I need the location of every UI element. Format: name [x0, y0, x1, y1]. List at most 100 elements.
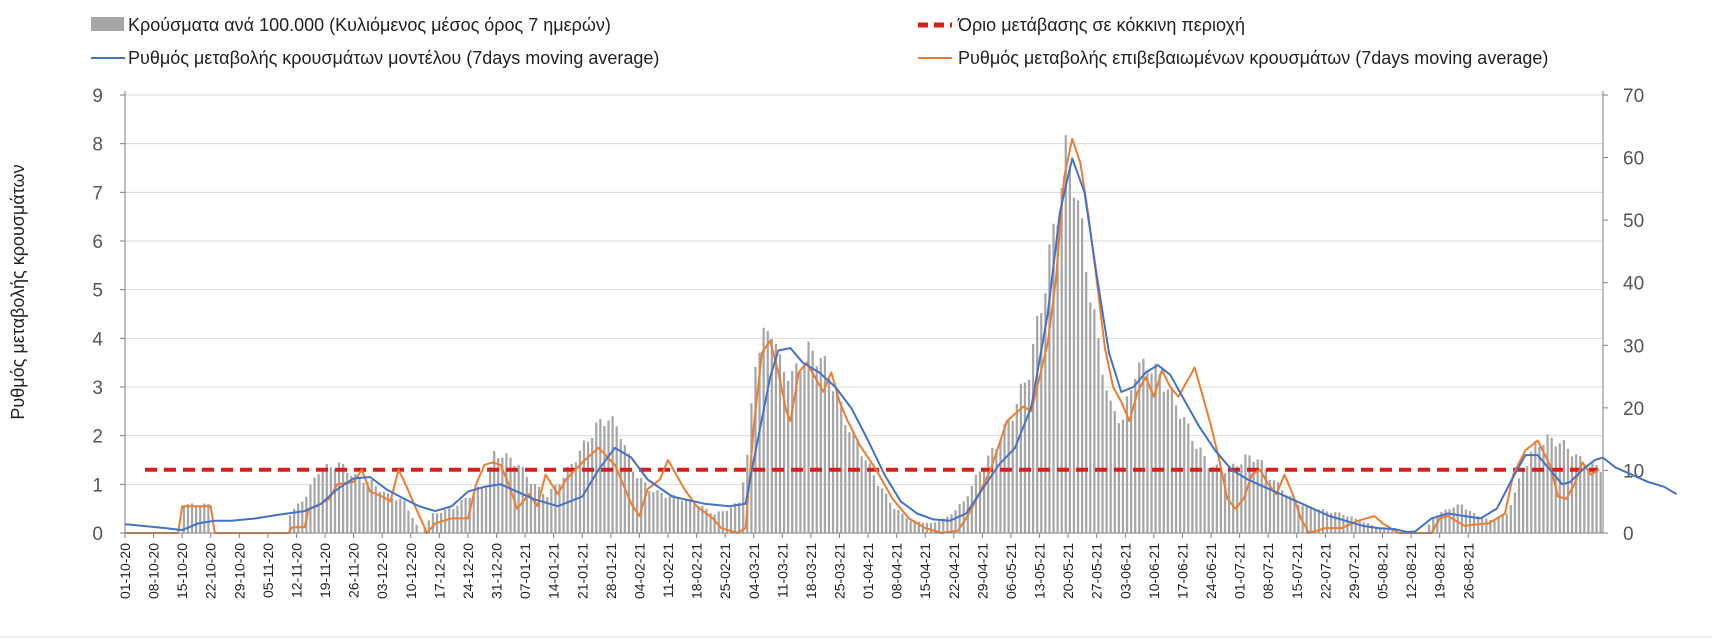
bar [1268, 480, 1272, 533]
bar [1293, 500, 1296, 533]
bar [550, 488, 553, 533]
x-tick-label: 25-03-21 [832, 543, 848, 599]
bar [1325, 511, 1329, 533]
left-tick-label: 5 [92, 281, 103, 302]
bar [1338, 512, 1341, 533]
bar [288, 515, 292, 533]
bar [880, 488, 884, 533]
bar [1015, 404, 1018, 533]
bar [1575, 454, 1578, 533]
right-tick-label: 30 [1623, 336, 1644, 357]
bar [460, 499, 463, 533]
bar [1211, 467, 1214, 533]
bar [766, 331, 769, 533]
bar [1080, 218, 1084, 534]
x-tick-label: 22-10-20 [203, 543, 219, 599]
bar [1464, 509, 1468, 533]
bar [570, 463, 573, 533]
bar [1093, 309, 1096, 533]
bar [488, 467, 492, 533]
bar [648, 491, 651, 533]
x-tick-label: 17-06-21 [1175, 543, 1191, 599]
bar [1272, 480, 1276, 533]
bar [1240, 464, 1243, 533]
bar [1313, 510, 1316, 533]
x-tick-label: 13-05-21 [1032, 543, 1048, 599]
bar [452, 509, 455, 533]
bar [1219, 470, 1223, 533]
bar [1044, 293, 1047, 533]
bar [664, 497, 667, 533]
bar [1501, 514, 1504, 533]
x-tick-label: 03-06-21 [1117, 543, 1133, 599]
x-tick-label: 24-06-21 [1203, 543, 1219, 599]
bar [333, 469, 337, 533]
bar [386, 493, 390, 533]
model-rate-line [124, 157, 1678, 533]
bar [1027, 379, 1031, 533]
bar [652, 492, 655, 533]
bar [533, 484, 537, 533]
bar [1366, 523, 1370, 533]
bar [1521, 471, 1525, 533]
bar [1505, 513, 1508, 533]
bar [836, 391, 839, 533]
x-tick-label: 12-08-21 [1403, 543, 1419, 599]
bar [1579, 456, 1582, 533]
x-tick-label: 01-10-20 [117, 543, 133, 599]
bar [1134, 378, 1137, 533]
bar [1485, 518, 1488, 533]
right-tick-label: 40 [1623, 274, 1644, 295]
bar [1428, 524, 1431, 533]
left-tick-label: 9 [92, 86, 103, 107]
left-tick-label: 2 [92, 427, 103, 448]
bar [831, 391, 835, 533]
bar [517, 464, 520, 533]
bar [995, 449, 998, 533]
bar [1354, 518, 1357, 533]
bar [770, 338, 773, 533]
bar [427, 520, 430, 533]
bar [1558, 443, 1561, 533]
bar [799, 371, 802, 533]
bar [546, 497, 549, 533]
bar [1281, 490, 1284, 533]
bar [1207, 468, 1210, 533]
bar [946, 516, 949, 533]
bar [1472, 513, 1476, 533]
bar [758, 352, 761, 533]
bar [1178, 418, 1182, 533]
bar [1076, 200, 1080, 533]
bar [787, 380, 790, 533]
bar [505, 453, 508, 533]
bar [395, 500, 398, 533]
bar [615, 426, 618, 533]
bar [680, 500, 684, 533]
bar [917, 521, 920, 533]
x-axis-ticks: 01-10-20 08-10-20 15-10-20 22-10-20 29-10-20… [117, 533, 1476, 599]
bar [1297, 504, 1300, 533]
x-tick-label: 21-01-21 [574, 543, 590, 599]
bar [497, 458, 500, 533]
right-tick-label: 0 [1623, 524, 1634, 545]
bar [693, 504, 696, 533]
bar [1109, 400, 1112, 533]
x-tick-label: 14-01-21 [546, 543, 562, 599]
bar [1113, 410, 1116, 533]
bar [1138, 362, 1141, 533]
legend-threshold-label: Όριο μετάβασης σε κόκκινη περιοχή [957, 15, 1245, 35]
bar [819, 358, 822, 533]
bar [374, 486, 377, 533]
y-axis-title: Ρυθμός μεταβολής κρουσμάτων [8, 164, 28, 419]
bar [595, 422, 598, 533]
bar [954, 510, 957, 533]
x-tick-label: 15-04-21 [917, 543, 933, 599]
bar [1170, 387, 1174, 533]
bar [1448, 509, 1451, 533]
bar [729, 507, 733, 533]
bar [913, 520, 916, 533]
bar [362, 482, 365, 533]
bar [1252, 461, 1255, 533]
